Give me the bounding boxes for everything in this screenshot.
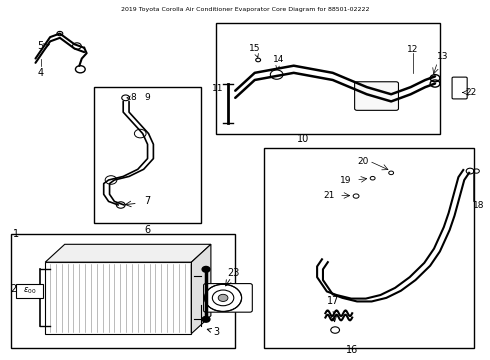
FancyBboxPatch shape	[452, 77, 467, 99]
FancyBboxPatch shape	[203, 284, 252, 312]
Bar	[94, 87, 201, 223]
Text: 2: 2	[10, 284, 17, 294]
Text: 15: 15	[249, 44, 261, 58]
Bar	[11, 234, 235, 348]
Text: $\varepsilon_{00}$: $\varepsilon_{00}$	[23, 285, 36, 296]
Text: 3: 3	[207, 327, 220, 337]
Polygon shape	[192, 244, 211, 334]
Text: 4: 4	[37, 68, 44, 78]
Text: 5: 5	[37, 41, 44, 51]
Text: 22: 22	[465, 88, 476, 97]
Text: 17: 17	[326, 296, 339, 306]
Text: 13: 13	[437, 52, 448, 61]
Text: 7: 7	[145, 197, 151, 206]
Polygon shape	[45, 244, 211, 262]
Text: 10: 10	[297, 134, 310, 144]
Text: 20: 20	[357, 157, 368, 166]
Text: 8: 8	[127, 93, 136, 102]
FancyBboxPatch shape	[355, 82, 398, 111]
Text: 19: 19	[340, 176, 351, 185]
Text: 11: 11	[212, 84, 223, 93]
Circle shape	[218, 294, 228, 301]
Text: 14: 14	[273, 55, 285, 69]
Bar	[216, 23, 440, 134]
Text: 21: 21	[324, 191, 335, 200]
Circle shape	[202, 266, 210, 272]
Text: 23: 23	[227, 268, 240, 278]
Text: 16: 16	[346, 345, 358, 355]
Text: 1: 1	[13, 229, 19, 239]
Text: 12: 12	[407, 45, 419, 54]
Text: 9: 9	[145, 93, 150, 102]
Bar	[16, 284, 43, 298]
Text: 2019 Toyota Corolla Air Conditioner Evaporator Core Diagram for 88501-02222: 2019 Toyota Corolla Air Conditioner Evap…	[121, 7, 369, 12]
Text: 6: 6	[145, 225, 150, 235]
Polygon shape	[45, 262, 192, 334]
Circle shape	[202, 316, 210, 322]
Bar	[265, 148, 474, 348]
Text: 18: 18	[472, 201, 484, 210]
